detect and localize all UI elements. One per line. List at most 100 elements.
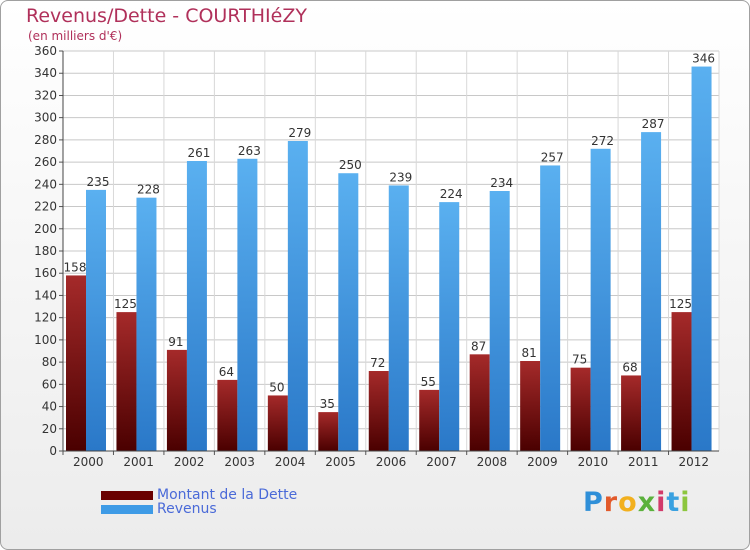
- bar-revenus: [590, 148, 611, 451]
- data-labels: 158 235 125 228 91 261 64 263 50 279 35 250 72 239 55 2…: [64, 52, 715, 412]
- x-tick-label: 2002: [174, 455, 205, 469]
- data-label-dette: 64: [219, 365, 234, 379]
- data-label-revenus: 239: [389, 170, 412, 184]
- x-tick-label: 2005: [325, 455, 356, 469]
- bar-dette: [66, 275, 86, 451]
- data-label-revenus: 287: [642, 117, 665, 131]
- data-label-dette: 91: [168, 335, 183, 349]
- data-label-revenus: 234: [490, 176, 513, 190]
- x-tick-label: 2001: [123, 455, 154, 469]
- bar-dette: [318, 412, 339, 451]
- bar-dette: [469, 354, 490, 451]
- bar-revenus: [136, 197, 157, 451]
- bar-dette: [671, 312, 692, 451]
- data-label-revenus: 279: [288, 126, 311, 140]
- legend-label-revenus: Revenus: [157, 501, 217, 517]
- bar-revenus: [489, 191, 510, 451]
- y-tick-label: 180: [34, 244, 57, 258]
- axes: 0 20 40 60 80 100 120 140 160 180 200 220 240 260 280 3…: [34, 44, 719, 469]
- bar-dette: [419, 389, 440, 451]
- logo-letter: x: [637, 487, 657, 518]
- y-tick-label: 300: [34, 111, 57, 125]
- legend-item-revenus: Revenus: [101, 501, 217, 517]
- data-label-dette: 35: [320, 397, 335, 411]
- logo-letter: i: [680, 487, 691, 518]
- data-label-revenus: 261: [187, 146, 210, 160]
- logo-letter: i: [656, 487, 667, 518]
- y-tick-label: 200: [34, 222, 57, 236]
- bar-dette: [621, 375, 642, 451]
- bar-revenus: [237, 158, 258, 451]
- data-label-revenus: 257: [541, 150, 564, 164]
- data-label-revenus: 228: [137, 183, 160, 197]
- y-tick-label: 0: [49, 444, 57, 458]
- y-tick-label: 20: [42, 422, 57, 436]
- data-label-dette: 125: [114, 297, 137, 311]
- data-label-revenus: 235: [87, 175, 110, 189]
- bar-revenus: [86, 189, 106, 451]
- x-tick-label: 2010: [578, 455, 609, 469]
- x-tick-label: 2011: [628, 455, 659, 469]
- y-tick-label: 80: [42, 355, 57, 369]
- y-tick-label: 240: [34, 177, 57, 191]
- bars: [66, 66, 712, 452]
- bar-revenus: [439, 202, 460, 451]
- x-tick-label: 2007: [426, 455, 457, 469]
- data-label-revenus: 224: [440, 187, 463, 201]
- bar-revenus: [641, 132, 662, 451]
- data-label-revenus: 346: [692, 52, 715, 66]
- data-label-dette: 50: [269, 380, 284, 394]
- y-tick-label: 40: [42, 400, 57, 414]
- data-label-dette: 75: [572, 353, 587, 367]
- x-tick-label: 2012: [678, 455, 709, 469]
- legend-swatch-debt: [101, 490, 153, 500]
- x-tick-label: 2009: [527, 455, 558, 469]
- bar-revenus: [186, 161, 207, 451]
- data-label-revenus: 263: [238, 144, 261, 158]
- data-label-dette: 55: [421, 375, 436, 389]
- bar-revenus: [388, 185, 409, 451]
- x-tick-label: 2000: [73, 455, 104, 469]
- logo-letter: o: [618, 487, 638, 518]
- y-tick-label: 60: [42, 377, 57, 391]
- logo-letter: P: [583, 487, 604, 518]
- y-tick-label: 360: [34, 44, 57, 58]
- bar-revenus: [540, 165, 561, 451]
- data-label-revenus: 250: [339, 158, 362, 172]
- logo-letter: t: [666, 487, 681, 518]
- bar-dette: [267, 395, 288, 451]
- bar-revenus: [287, 141, 308, 451]
- bar-revenus: [691, 66, 712, 452]
- bar-dette: [570, 367, 591, 451]
- data-label-dette: 158: [64, 260, 87, 274]
- legend-swatch-revenus: [101, 504, 153, 514]
- x-tick-label: 2003: [224, 455, 255, 469]
- y-tick-label: 140: [34, 288, 57, 302]
- data-label-dette: 81: [522, 346, 537, 360]
- x-tick-label: 2008: [477, 455, 508, 469]
- legend-item-debt: Montant de la Dette: [101, 487, 298, 503]
- y-tick-label: 220: [34, 200, 57, 214]
- proxiti-logo: Proxiti: [583, 487, 691, 518]
- data-label-dette: 87: [471, 339, 486, 353]
- legend-label-debt: Montant de la Dette: [157, 487, 298, 503]
- data-label-dette: 72: [370, 356, 385, 370]
- bar-dette: [166, 349, 187, 451]
- data-label-revenus: 272: [591, 134, 614, 148]
- y-tick-label: 340: [34, 66, 57, 80]
- bar-dette: [520, 361, 541, 451]
- y-tick-label: 280: [34, 133, 57, 147]
- y-tick-label: 100: [34, 333, 57, 347]
- bar-dette: [368, 371, 389, 451]
- logo-letter: r: [603, 487, 619, 518]
- chart-subtitle: (en milliers d'€): [28, 29, 123, 43]
- chart-title: Revenus/Dette - COURTHIéZY: [26, 5, 307, 27]
- x-tick-label: 2004: [275, 455, 306, 469]
- data-label-dette: 68: [622, 360, 637, 374]
- data-label-dette: 125: [669, 297, 692, 311]
- y-tick-label: 160: [34, 266, 57, 280]
- x-tick-label: 2006: [376, 455, 407, 469]
- y-tick-label: 120: [34, 311, 57, 325]
